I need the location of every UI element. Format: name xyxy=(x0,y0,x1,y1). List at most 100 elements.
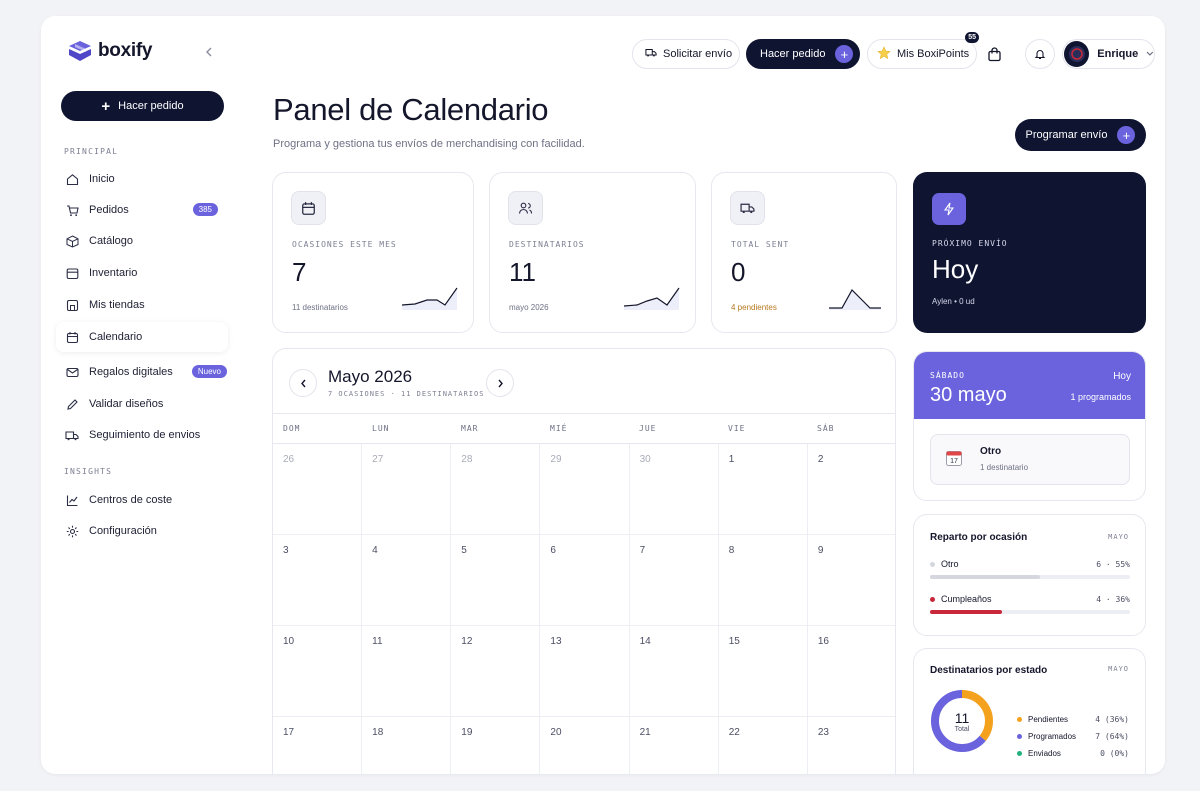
new-order-button[interactable]: Hacer pedido + xyxy=(746,39,860,69)
next-month-button[interactable] xyxy=(486,369,514,397)
section-principal-label: PRINCIPAL xyxy=(64,147,119,156)
calendar-day-cell[interactable]: 6 xyxy=(540,535,630,625)
calendar-day-cell[interactable]: 10 xyxy=(273,626,363,716)
stat-label: DESTINATARIOS xyxy=(509,240,585,249)
event-item[interactable]: 17 Otro 1 destinatario xyxy=(930,434,1130,485)
new-order-label: Hacer pedido xyxy=(760,48,826,60)
stat-value: 0 xyxy=(731,257,746,287)
status-label: Pendientes xyxy=(1028,715,1069,724)
calendar-day-cell[interactable]: 8 xyxy=(719,535,808,625)
plus-icon: + xyxy=(835,45,854,63)
calendar-day-cell[interactable]: 28 xyxy=(451,444,541,534)
next-shipment-card: PRÓXIMO ENVÍO Hoy Aylen • 0 ud xyxy=(913,172,1146,333)
user-name: Enrique xyxy=(1097,48,1139,60)
user-menu[interactable]: Enrique xyxy=(1062,39,1155,69)
boxipoints-button[interactable]: Mis BoxiPoints 55 xyxy=(867,32,979,69)
sidebar-new-order-button[interactable]: + Hacer pedido xyxy=(61,91,224,121)
status-label: Enviados xyxy=(1028,749,1061,758)
stat-label: TOTAL SENT xyxy=(731,240,790,249)
calendar-week-row: 10 11 12 13 14 15 16 xyxy=(273,626,895,717)
chart-line-icon xyxy=(65,493,79,507)
sidebar-item-validar-disenos[interactable]: Validar diseños xyxy=(56,389,228,419)
page-subtitle: Programa y gestiona tus envíos de mercha… xyxy=(273,138,585,150)
status-row-programados: Programados 7 (64%) xyxy=(1017,732,1129,741)
box-icon xyxy=(65,234,79,248)
calendar-emoji-icon: 17 xyxy=(945,449,963,472)
progress-fill xyxy=(930,575,1040,579)
sidebar-item-label: Catálogo xyxy=(89,235,134,247)
sidebar-item-label: Inicio xyxy=(89,173,115,185)
next-shipment-value: Hoy xyxy=(932,254,979,284)
sidebar-item-label: Calendario xyxy=(89,331,143,343)
calendar-panel: Mayo 2026 7 OCASIONES · 11 DESTINATARIOS… xyxy=(272,348,896,774)
occasion-row-cumpleanos: Cumpleaños 4 · 36% xyxy=(930,594,1130,614)
occasion-breakdown-title: Reparto por ocasión xyxy=(930,532,1028,543)
calendar-day-cell[interactable]: 26 xyxy=(273,444,363,534)
calendar-day-cell[interactable]: 27 xyxy=(362,444,452,534)
calendar-day-cell[interactable]: 15 xyxy=(719,626,808,716)
sidebar-item-inventario[interactable]: Inventario xyxy=(56,258,228,288)
notifications-button[interactable] xyxy=(1025,39,1055,69)
orders-count-badge: 385 xyxy=(192,203,218,216)
calendar-day-cell[interactable]: 2 xyxy=(817,454,824,465)
calendar-day-cell[interactable]: 5 xyxy=(451,535,541,625)
star-icon xyxy=(877,45,891,63)
boxify-logo-icon xyxy=(69,41,91,61)
calendar-day-cell[interactable]: 13 xyxy=(540,626,630,716)
chevron-left-icon xyxy=(300,379,306,387)
scheduled-count: 1 programados xyxy=(1070,392,1131,402)
calendar-day-cell[interactable]: 21 xyxy=(630,717,719,774)
status-row-pendientes: Pendientes 4 (36%) xyxy=(1017,715,1129,724)
calendar-day-cell[interactable]: 7 xyxy=(630,535,719,625)
calendar-day-cell[interactable]: 12 xyxy=(451,626,541,716)
calendar-day-cell[interactable]: 19 xyxy=(451,717,541,774)
shopping-bag-button[interactable] xyxy=(985,45,1003,63)
request-shipment-button[interactable]: Solicitar envío xyxy=(632,39,740,69)
avatar xyxy=(1064,41,1090,67)
calendar-day-cell[interactable]: 11 xyxy=(362,626,452,716)
recipients-status-month: MAYO xyxy=(1108,665,1129,673)
calendar-day-cell[interactable]: 1 xyxy=(719,444,808,534)
calendar-day-cell[interactable]: 30 xyxy=(630,444,719,534)
truck-icon xyxy=(65,428,79,442)
calendar-day-cell[interactable]: 3 xyxy=(273,535,363,625)
sidebar-item-centros-de-coste[interactable]: Centros de coste xyxy=(56,485,228,515)
sidebar-item-calendario[interactable]: Calendario xyxy=(56,322,228,352)
sidebar-item-label: Regalos digitales xyxy=(89,366,173,378)
collapse-sidebar-button[interactable] xyxy=(201,44,217,60)
status-label: Programados xyxy=(1028,732,1077,741)
calendar-day-cell[interactable]: 14 xyxy=(630,626,719,716)
donut-total: 11 xyxy=(954,709,970,726)
calendar-day-cell[interactable]: 4 xyxy=(362,535,452,625)
sidebar-item-seguimiento[interactable]: Seguimiento de envios xyxy=(56,420,228,450)
sidebar-item-mis-tiendas[interactable]: Mis tiendas xyxy=(56,290,228,320)
calendar-day-cell[interactable]: 17 xyxy=(273,717,363,774)
chevron-left-icon xyxy=(206,47,212,57)
sidebar-item-label: Inventario xyxy=(89,267,138,279)
schedule-shipment-button[interactable]: Programar envío + xyxy=(1015,119,1146,151)
calendar-day-cell[interactable]: 22 xyxy=(719,717,808,774)
calendar-day-cell[interactable]: 9 xyxy=(817,545,824,556)
calendar-day-cell[interactable]: 18 xyxy=(362,717,452,774)
occasion-value: 6 · 55% xyxy=(1096,560,1130,569)
shopping-bag-icon xyxy=(987,46,1001,61)
calendar-day-cell[interactable]: 23 xyxy=(817,727,829,738)
sidebar-item-regalos-digitales[interactable]: Regalos digitales Nuevo xyxy=(56,357,228,387)
sidebar-item-pedidos[interactable]: Pedidos 385 xyxy=(56,195,228,225)
stat-footnote: 11 destinatarios xyxy=(292,303,348,312)
brand-logo[interactable]: boxify xyxy=(67,40,152,62)
stat-label: OCASIONES ESTE MES xyxy=(292,240,397,249)
status-donut xyxy=(931,690,993,752)
sidebar-item-catalogo[interactable]: Catálogo xyxy=(56,226,228,256)
previous-month-button[interactable] xyxy=(289,369,317,397)
calendar-day-cell[interactable]: 16 xyxy=(817,636,829,647)
calendar-week-row: 17 18 19 20 21 22 23 xyxy=(273,717,895,774)
sidebar-item-configuracion[interactable]: Configuración xyxy=(56,516,228,546)
calendar-day-cell[interactable]: 20 xyxy=(540,717,630,774)
weekday-label: MIÉ xyxy=(550,424,568,433)
next-shipment-label: PRÓXIMO ENVÍO xyxy=(932,239,1008,248)
sidebar-item-label: Pedidos xyxy=(89,204,129,216)
truck-icon xyxy=(645,47,657,61)
calendar-day-cell[interactable]: 29 xyxy=(540,444,630,534)
sidebar-item-inicio[interactable]: Inicio xyxy=(56,164,228,194)
